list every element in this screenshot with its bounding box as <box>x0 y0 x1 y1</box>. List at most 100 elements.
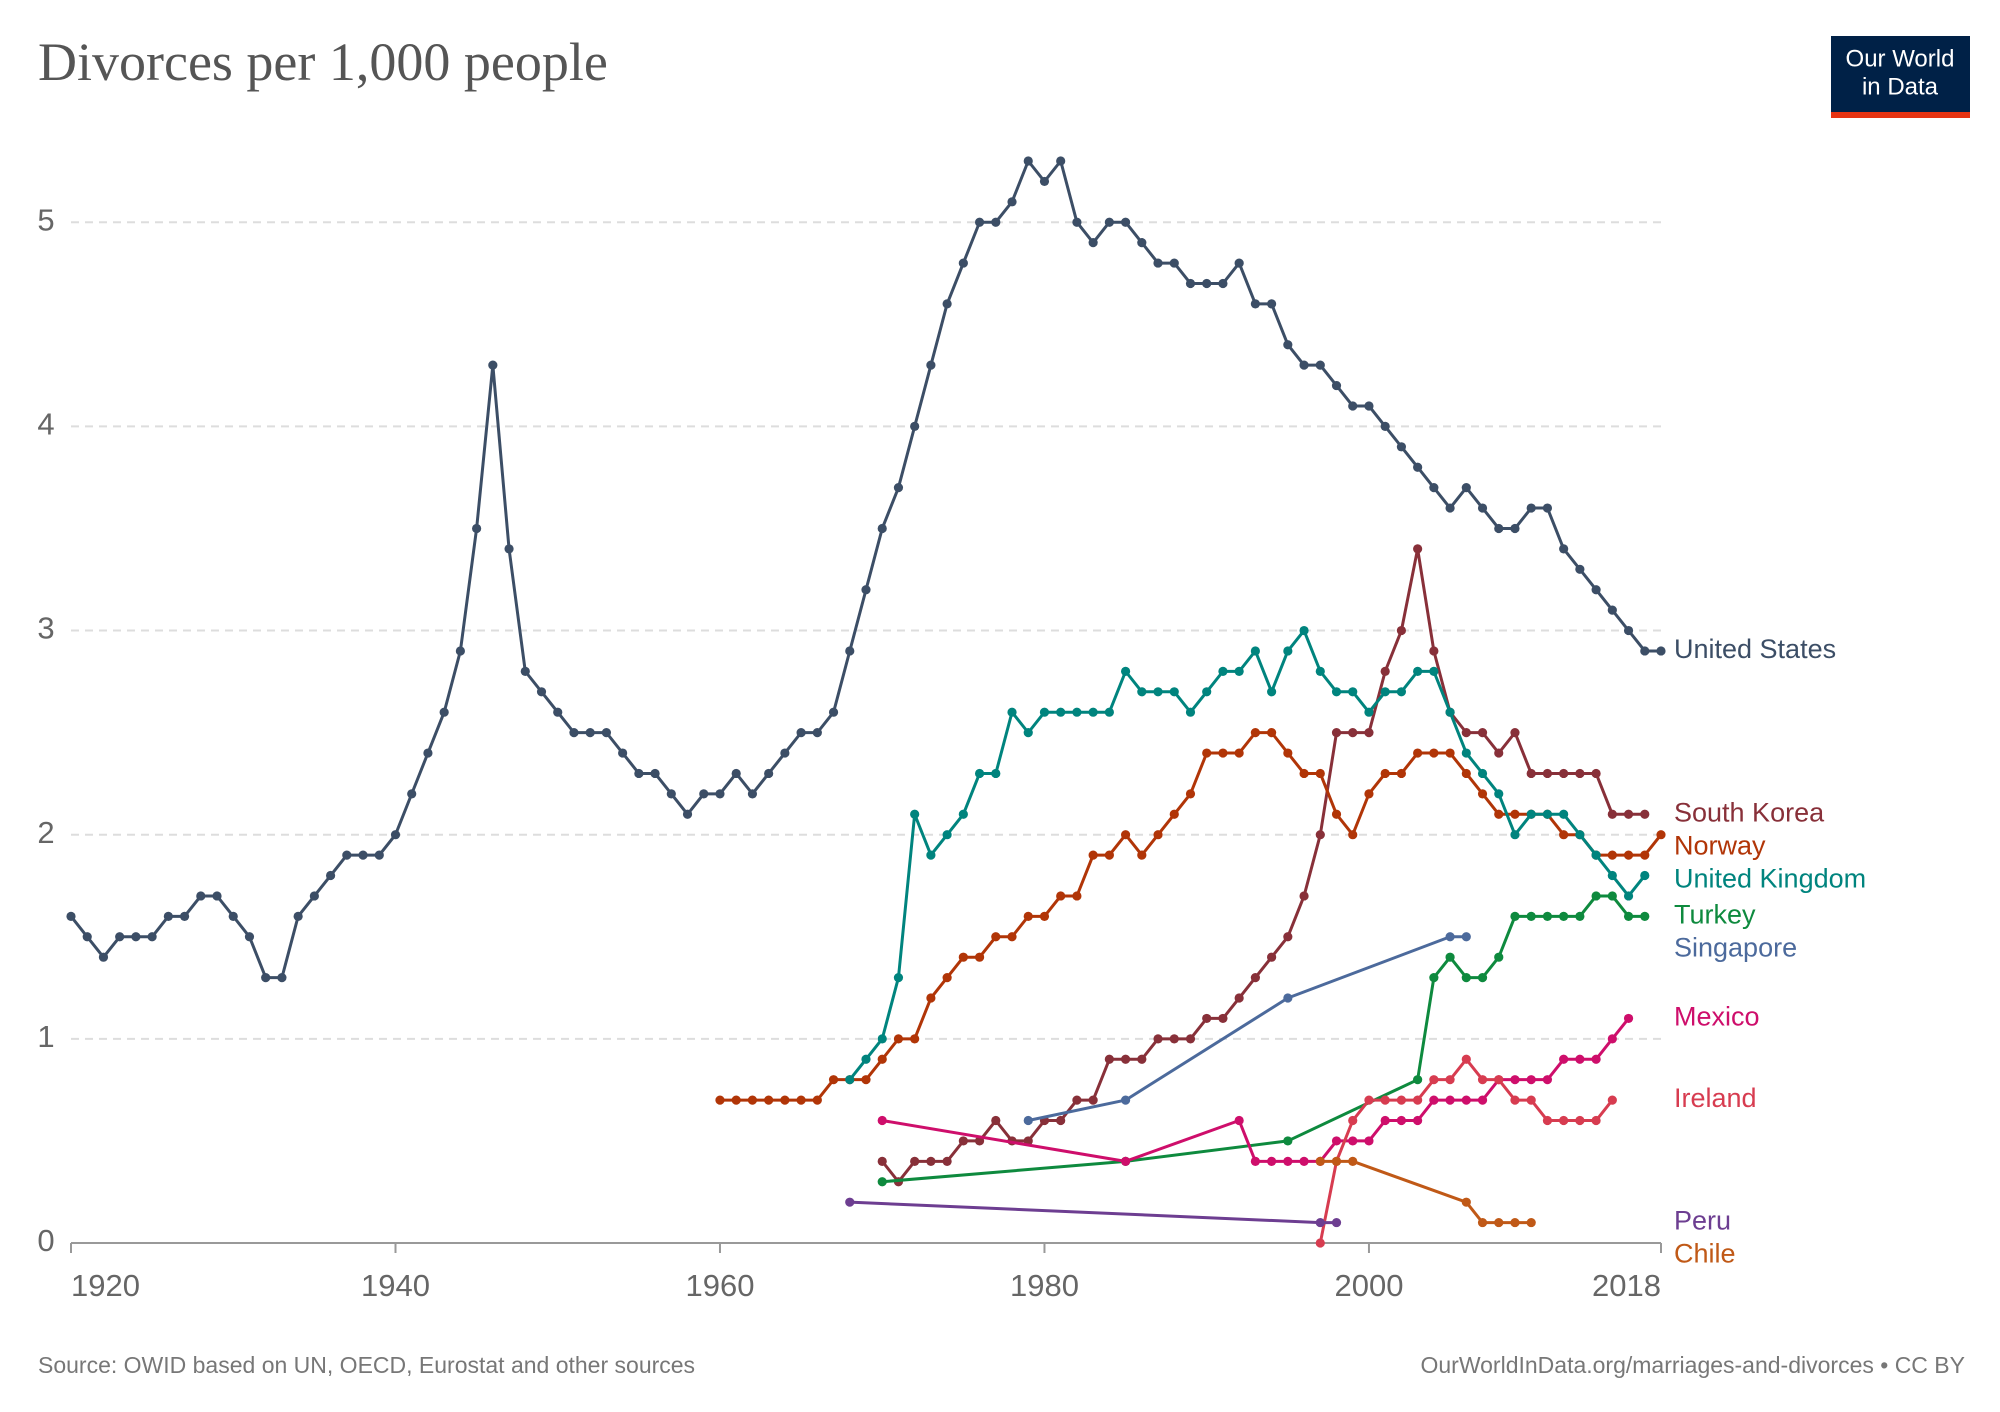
y-tick-label: 2 <box>37 815 54 850</box>
data-point <box>1526 1095 1536 1105</box>
data-point <box>163 911 173 921</box>
data-point <box>1542 503 1553 513</box>
data-point <box>926 850 936 860</box>
x-tick-label: 1980 <box>1010 1268 1079 1303</box>
data-point <box>1477 973 1488 983</box>
data-point <box>1526 1217 1536 1228</box>
data-point <box>1283 340 1293 350</box>
data-point <box>1559 1115 1569 1126</box>
data-point <box>1153 1034 1163 1044</box>
data-point <box>1299 360 1309 370</box>
data-point <box>747 789 758 799</box>
data-point <box>1623 809 1634 819</box>
data-point <box>1234 666 1244 676</box>
data-point <box>1120 1095 1131 1105</box>
data-point <box>1494 952 1504 962</box>
data-point <box>1202 278 1212 289</box>
series <box>877 544 1650 1187</box>
data-point <box>1315 1217 1325 1228</box>
data-point <box>520 666 530 676</box>
data-point <box>212 891 222 901</box>
data-point <box>1364 707 1374 717</box>
data-point <box>569 728 579 738</box>
y-tick-label: 0 <box>37 1223 54 1258</box>
data-point <box>1218 1013 1228 1024</box>
data-point <box>358 850 368 860</box>
data-point <box>1656 830 1666 840</box>
data-point <box>1510 830 1520 840</box>
data-point <box>991 768 1001 779</box>
data-point <box>1023 156 1033 166</box>
data-point <box>1299 768 1309 779</box>
data-point <box>1137 687 1147 697</box>
data-point <box>1072 1095 1082 1105</box>
data-point <box>910 1156 920 1166</box>
data-point <box>1267 299 1277 309</box>
data-point <box>1023 728 1033 738</box>
data-point <box>115 932 125 942</box>
data-point <box>1315 830 1325 840</box>
data-point <box>634 768 644 779</box>
data-point <box>1007 932 1017 942</box>
data-point <box>812 728 822 738</box>
data-point <box>1023 911 1033 921</box>
data-point <box>1331 1136 1342 1146</box>
data-point <box>845 1197 855 1207</box>
x-tick-label: 1960 <box>685 1268 754 1303</box>
data-point <box>228 911 238 921</box>
data-point <box>1494 523 1504 534</box>
data-point <box>1640 850 1650 860</box>
data-point <box>1234 258 1244 268</box>
data-point <box>244 932 255 942</box>
data-point <box>1218 748 1228 758</box>
data-point <box>1656 646 1666 656</box>
data-point <box>1039 911 1050 921</box>
data-point <box>1218 278 1228 289</box>
data-point <box>861 1054 871 1064</box>
data-point <box>1510 1095 1520 1105</box>
data-point <box>1120 217 1131 227</box>
data-point <box>1380 768 1390 779</box>
data-point <box>1250 1156 1260 1166</box>
series-label: United States <box>1674 634 1836 664</box>
data-point <box>1575 768 1585 779</box>
data-point <box>1364 789 1374 799</box>
data-point <box>1429 483 1439 493</box>
data-point <box>147 932 157 942</box>
data-point <box>1283 993 1293 1003</box>
logo-text: Our World <box>1846 45 1955 72</box>
data-point <box>1461 973 1471 983</box>
series <box>877 891 1650 1187</box>
data-point <box>179 911 190 921</box>
data-point <box>1559 544 1569 554</box>
data-point <box>1477 503 1488 513</box>
data-point <box>942 973 952 983</box>
data-point <box>1056 1115 1066 1126</box>
data-point <box>293 911 303 921</box>
data-point <box>1380 421 1390 431</box>
data-point <box>1413 1075 1423 1085</box>
data-point <box>1120 1156 1131 1166</box>
data-point <box>1283 1136 1293 1146</box>
data-point <box>731 768 741 779</box>
data-point <box>796 728 806 738</box>
data-point <box>942 299 952 309</box>
data-point <box>731 1095 741 1105</box>
data-point <box>1429 973 1439 983</box>
data-point <box>1104 217 1114 227</box>
data-point <box>812 1095 822 1105</box>
data-point <box>1380 666 1390 676</box>
data-point <box>1461 748 1471 758</box>
data-point <box>325 870 336 881</box>
data-point <box>1526 503 1536 513</box>
data-point <box>1575 830 1585 840</box>
data-point <box>715 789 725 799</box>
data-point <box>504 544 514 554</box>
y-tick-label: 3 <box>37 611 54 646</box>
data-point <box>991 217 1001 227</box>
data-point <box>1413 748 1423 758</box>
data-point <box>942 1156 952 1166</box>
data-point <box>1185 707 1196 717</box>
